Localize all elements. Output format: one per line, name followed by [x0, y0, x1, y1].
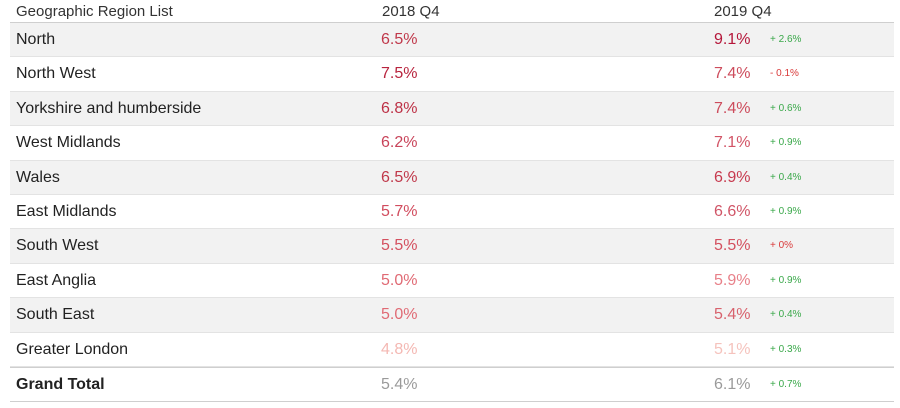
total-change-value: + 0.7%	[770, 378, 802, 390]
value-2018-q4: 6.5%	[381, 31, 418, 48]
change-value: - 0.1%	[770, 68, 799, 80]
value-2019-q4: 5.4%	[714, 306, 751, 324]
value-2018-q4: 6.2%	[381, 134, 418, 152]
region-name: South West	[16, 237, 99, 255]
region-name: North West	[16, 65, 96, 83]
table-row: Wales 6.5% 6.9% + 0.4%	[10, 160, 894, 195]
change-value: + 0.9%	[770, 205, 802, 217]
total-2018-value: 5.4%	[381, 375, 418, 393]
value-2019-q4: 5.1%	[714, 340, 751, 358]
value-2018-q4: 6.5%	[381, 168, 418, 186]
value-2019-q4: 6.6%	[714, 202, 751, 220]
change-value: + 0.3%	[770, 343, 802, 355]
value-2018-q4: 5.5%	[381, 237, 418, 255]
table-row: East Anglia 5.0% 5.9% + 0.9%	[10, 264, 894, 299]
change-value: + 0.9%	[770, 137, 802, 149]
table-row: South West 5.5% 5.5% + 0%	[10, 229, 894, 264]
region-name: South East	[16, 306, 95, 324]
table-header: Geographic Region List 2018 Q4 2019 Q4	[10, 0, 894, 23]
value-2019-q4: 7.4%	[714, 99, 751, 117]
value-2018-q4: 5.0%	[381, 271, 418, 289]
header-2018-q4: 2018 Q4	[382, 3, 440, 20]
region-name: Wales	[16, 168, 60, 186]
value-2019-q4: 5.5%	[714, 237, 751, 255]
header-region: Geographic Region List	[16, 3, 173, 20]
header-2019-q4: 2019 Q4	[714, 3, 772, 20]
region-name: North	[16, 31, 56, 48]
change-value: + 0.9%	[770, 274, 802, 286]
value-2018-q4: 6.8%	[381, 99, 418, 117]
value-2019-q4: 9.1%	[714, 31, 751, 48]
table-row: North 6.5% 9.1% + 2.6%	[10, 23, 894, 58]
change-value: + 0%	[770, 240, 794, 252]
table-row: South East 5.0% 5.4% + 0.4%	[10, 298, 894, 333]
table-row: East Midlands 5.7% 6.6% + 0.9%	[10, 195, 894, 230]
table-row: Greater London 4.8% 5.1% + 0.3%	[10, 333, 894, 367]
total-2019-value: 6.1%	[714, 375, 751, 393]
value-2019-q4: 7.4%	[714, 65, 751, 83]
total-label: Grand Total	[16, 375, 105, 393]
region-name: West Midlands	[16, 134, 121, 152]
table-row: Yorkshire and humberside 6.8% 7.4% + 0.6%	[10, 91, 894, 127]
table-row: West Midlands 6.2% 7.1% + 0.9%	[10, 126, 894, 161]
region-name: Greater London	[16, 340, 129, 358]
value-2018-q4: 7.5%	[381, 65, 418, 83]
value-2018-q4: 5.7%	[381, 202, 418, 220]
value-2018-q4: 4.8%	[381, 340, 418, 358]
value-2019-q4: 5.9%	[714, 271, 751, 289]
region-table: Geographic Region List 2018 Q4 2019 Q4 N…	[10, 0, 894, 403]
region-name: East Anglia	[16, 271, 97, 289]
grand-total-row: Grand Total 5.4% 6.1% + 0.7%	[10, 366, 894, 403]
table-body: North 6.5% 9.1% + 2.6% North West 7.5% 7.4% - 0…	[10, 23, 894, 367]
change-value: + 2.6%	[770, 34, 802, 45]
change-value: + 0.4%	[770, 171, 802, 183]
table-row: North West 7.5% 7.4% - 0.1%	[10, 57, 894, 92]
region-name: Yorkshire and humberside	[16, 99, 202, 117]
value-2019-q4: 6.9%	[714, 168, 751, 186]
region-name: East Midlands	[16, 202, 117, 220]
value-2019-q4: 7.1%	[714, 134, 751, 152]
change-value: + 0.6%	[770, 102, 802, 114]
value-2018-q4: 5.0%	[381, 306, 418, 324]
change-value: + 0.4%	[770, 309, 802, 321]
